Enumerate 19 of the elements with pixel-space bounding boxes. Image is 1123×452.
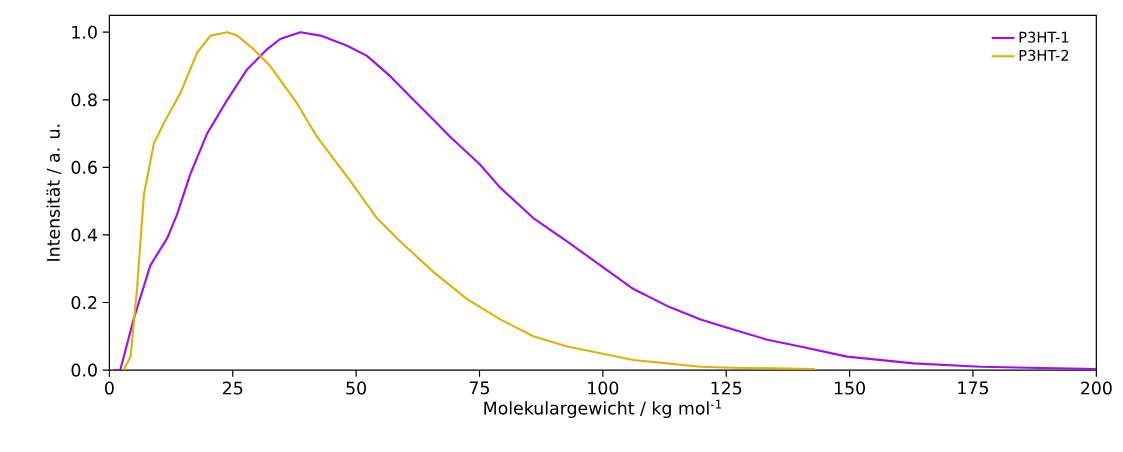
x-tick-label: 175 — [958, 381, 988, 395]
y-axis-title: Intensität / a. u. — [46, 124, 62, 261]
x-tick-label: 150 — [834, 381, 865, 395]
y-tick-label: 0.0 — [71, 363, 97, 377]
y-tick-label: 0.2 — [71, 295, 97, 310]
x-tick-label: 25 — [222, 381, 243, 395]
legend-label: P3HT-2 — [1019, 49, 1069, 61]
y-tick-label: 0.6 — [71, 160, 97, 174]
x-tick-label: 75 — [469, 381, 489, 395]
x-tick-label: 125 — [711, 381, 742, 395]
legend-label: P3HT-1 — [1019, 31, 1069, 43]
x-tick-label: 100 — [588, 381, 619, 395]
y-tick-label: 0.8 — [71, 93, 97, 107]
x-axis-title: Molekulargewicht / kg mol$^{-1}$ — [484, 399, 722, 418]
y-tick-label: 1.0 — [72, 25, 97, 39]
x-tick-label: 50 — [346, 381, 366, 395]
y-tick-label: 0.4 — [71, 228, 98, 242]
x-tick-label: 200 — [1081, 381, 1112, 395]
x-tick-label: 0 — [105, 381, 114, 395]
